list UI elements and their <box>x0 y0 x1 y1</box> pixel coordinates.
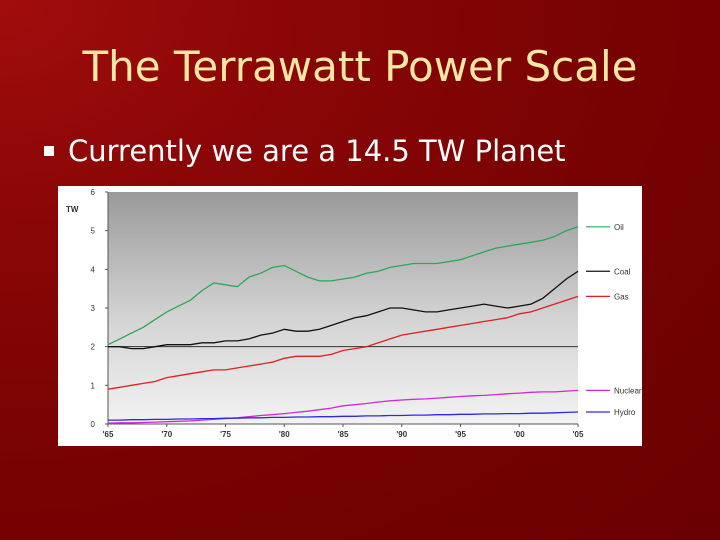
y-tick-label: 0 <box>91 420 96 429</box>
bullet-item: Currently we are a 14.5 TW Planet <box>44 134 566 168</box>
square-bullet-icon <box>44 146 54 156</box>
slide-title: The Terrawatt Power Scale <box>82 42 638 91</box>
series-line-oil <box>107 226 579 346</box>
x-tick-label: '70 <box>161 430 172 439</box>
x-tick-label: '80 <box>279 430 290 439</box>
energy-chart: 0 1 2 3 4 5 6 TW '65 '70 '75 '80 '85 '90 '95 '00 '05 Oil C… <box>58 186 642 446</box>
y-tick-label: 4 <box>91 265 96 274</box>
series-line-hydro <box>108 411 579 421</box>
plot-area <box>108 192 578 424</box>
y-tick-label: 6 <box>91 188 96 197</box>
chart-svg: 0 1 2 3 4 5 6 TW '65 '70 '75 '80 '85 '90 '95 '00 '05 Oil C… <box>66 188 642 439</box>
y-tick-label: 5 <box>91 227 96 236</box>
x-tick-label: '65 <box>103 430 114 439</box>
legend-label-oil: Oil <box>614 223 624 232</box>
x-tick-label: '00 <box>514 430 525 439</box>
x-tick-label: '85 <box>338 430 349 439</box>
y-tick-label: 1 <box>91 381 96 390</box>
bullet-text: Currently we are a 14.5 TW Planet <box>68 134 566 168</box>
x-tick-label: '95 <box>455 430 466 439</box>
legend-label-hydro: Hydro <box>614 408 636 417</box>
y-axis-label: TW <box>66 205 79 214</box>
x-tick-label: '05 <box>573 430 584 439</box>
y-tick-label: 2 <box>91 343 96 352</box>
y-tick-label: 3 <box>91 304 96 313</box>
x-tick-label: '90 <box>396 430 407 439</box>
series-line-nuclear <box>107 389 579 424</box>
x-tick-label: '75 <box>220 430 231 439</box>
series-line-coal <box>108 270 579 350</box>
legend-label-gas: Gas <box>614 292 629 301</box>
legend-label-nuclear: Nuclear <box>614 386 642 395</box>
series-line-gas <box>107 295 579 390</box>
legend-label-coal: Coal <box>614 267 631 276</box>
